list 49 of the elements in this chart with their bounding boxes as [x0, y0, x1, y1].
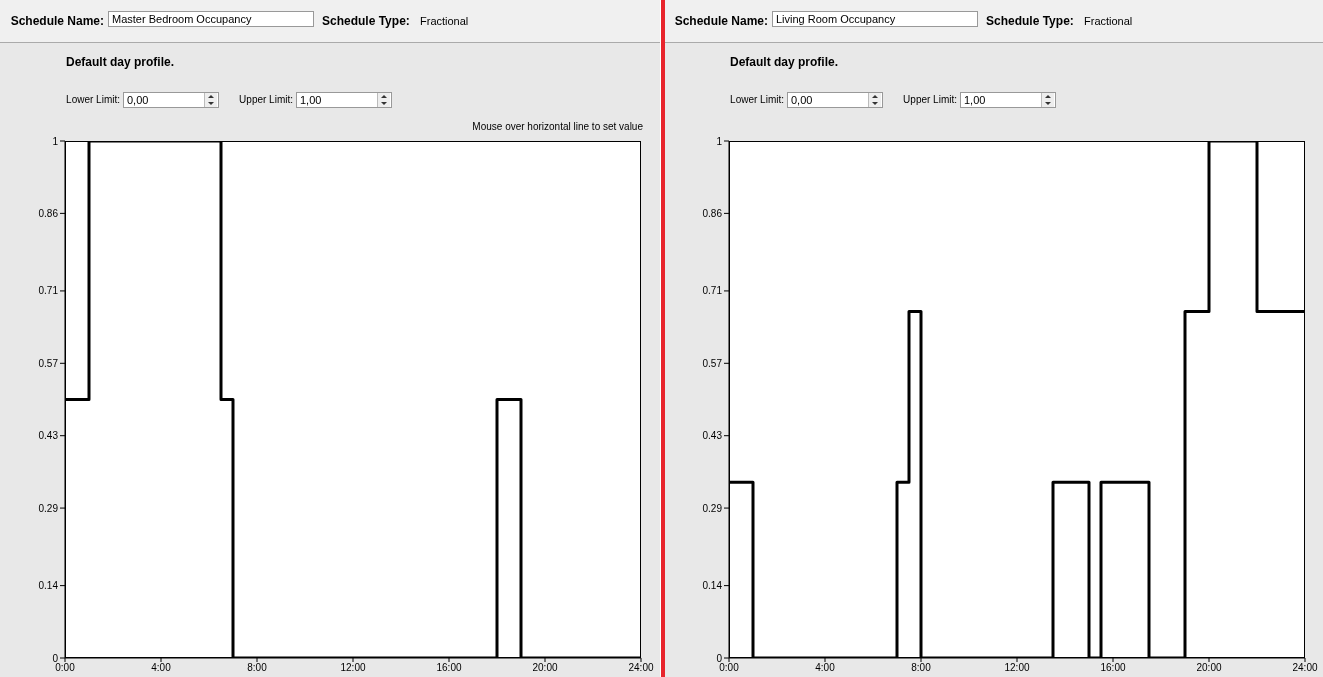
x-tick-label: 16:00	[436, 662, 462, 674]
y-tick-label: 0.57	[702, 357, 723, 369]
x-tick-label: 0:00	[55, 662, 76, 674]
y-tick-label: 1	[52, 135, 59, 147]
y-tick-label: 1	[716, 135, 723, 147]
text: Fractional	[420, 15, 469, 27]
y-tick-label: 0	[52, 652, 59, 664]
text: Upper Limit:	[239, 94, 293, 105]
text: Living Room Occupancy	[776, 13, 896, 25]
x-tick-label: 8:00	[911, 662, 932, 674]
text: Mouse over horizontal line to set value	[472, 121, 643, 132]
y-tick-label: 0.43	[702, 430, 723, 442]
y-tick-label: 0.86	[38, 207, 59, 219]
text: 0,00	[791, 94, 813, 106]
x-tick-label: 16:00	[1100, 662, 1126, 674]
text: 1,00	[300, 94, 322, 106]
x-tick-label: 4:00	[815, 662, 836, 674]
y-tick-label: 0.86	[702, 207, 723, 219]
x-tick-label: 24:00	[1292, 662, 1318, 674]
y-tick-label: 0.71	[38, 285, 59, 297]
x-tick-label: 0:00	[719, 662, 740, 674]
text: 0,00	[127, 94, 149, 106]
y-tick-label: 0.29	[38, 502, 59, 514]
text: Schedule Name:	[10, 14, 104, 28]
y-tick-label: 0.14	[38, 580, 59, 592]
y-tick-label: 0	[716, 652, 723, 664]
text: Fractional	[1084, 15, 1133, 27]
x-tick-label: 20:00	[1196, 662, 1222, 674]
text: Lower Limit:	[66, 94, 120, 105]
x-tick-label: 24:00	[628, 662, 654, 674]
y-tick-label: 0.71	[702, 285, 723, 297]
x-tick-label: 12:00	[340, 662, 366, 674]
y-tick-label: 0.14	[702, 580, 723, 592]
text: Schedule Type:	[986, 14, 1074, 28]
text: 1,00	[964, 94, 986, 106]
text: Lower Limit:	[730, 94, 784, 105]
text: Schedule Type:	[322, 14, 410, 28]
text: Upper Limit:	[903, 94, 957, 105]
chart-title: Default day profile.	[66, 55, 175, 69]
text: Schedule Name:	[674, 14, 768, 28]
x-tick-label: 8:00	[247, 662, 268, 674]
y-tick-label: 0.29	[702, 502, 723, 514]
x-tick-label: 20:00	[532, 662, 558, 674]
y-tick-label: 0.43	[38, 430, 59, 442]
chart-title: Default day profile.	[730, 55, 839, 69]
text: Master Bedroom Occupancy	[112, 13, 252, 25]
x-tick-label: 12:00	[1004, 662, 1030, 674]
y-tick-label: 0.57	[38, 357, 59, 369]
x-tick-label: 4:00	[151, 662, 172, 674]
